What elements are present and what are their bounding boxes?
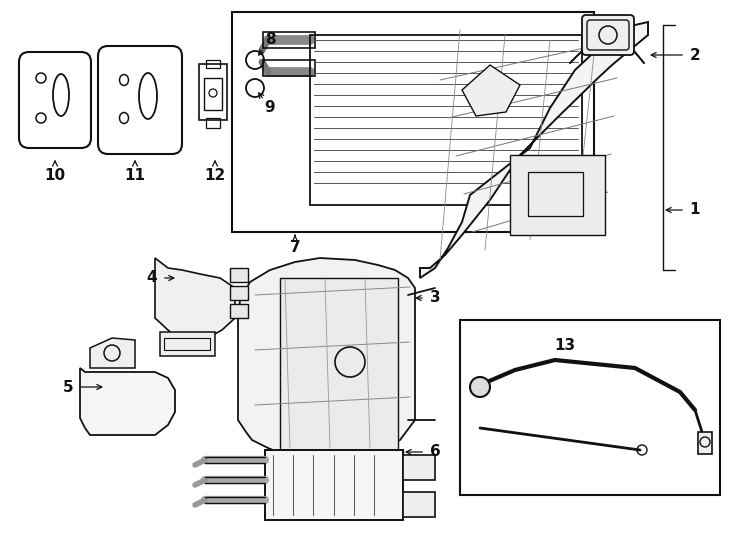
Bar: [263, 60, 315, 76]
FancyBboxPatch shape: [582, 15, 634, 55]
Text: 2: 2: [690, 48, 700, 63]
Bar: [528, 172, 583, 216]
Text: 9: 9: [265, 100, 275, 116]
Bar: [368, 450, 403, 468]
Text: 12: 12: [204, 167, 225, 183]
Bar: [310, 35, 582, 205]
Bar: [460, 320, 720, 495]
Bar: [403, 492, 435, 517]
Bar: [230, 286, 248, 300]
Polygon shape: [80, 368, 175, 435]
Bar: [265, 450, 403, 520]
Polygon shape: [420, 22, 648, 278]
Bar: [206, 60, 220, 68]
Polygon shape: [462, 65, 520, 116]
Bar: [268, 450, 303, 468]
Bar: [204, 78, 222, 110]
Bar: [280, 278, 398, 450]
Bar: [318, 450, 353, 468]
Text: 1: 1: [690, 202, 700, 218]
Bar: [160, 332, 215, 356]
Bar: [403, 455, 435, 480]
Text: 6: 6: [429, 444, 440, 460]
Text: 4: 4: [147, 271, 157, 286]
Polygon shape: [155, 258, 235, 342]
Bar: [230, 304, 248, 318]
Bar: [263, 32, 315, 48]
Polygon shape: [238, 258, 415, 464]
Bar: [698, 432, 712, 454]
Circle shape: [470, 377, 490, 397]
Text: 13: 13: [554, 338, 575, 353]
Text: 3: 3: [429, 291, 440, 306]
Bar: [510, 155, 605, 235]
Text: 5: 5: [62, 380, 73, 395]
Text: 11: 11: [125, 167, 145, 183]
Bar: [206, 118, 220, 128]
Text: 8: 8: [265, 32, 275, 48]
Bar: [232, 12, 594, 232]
Bar: [164, 338, 210, 350]
Text: 7: 7: [290, 240, 300, 255]
Text: 10: 10: [45, 167, 65, 183]
Polygon shape: [90, 338, 135, 368]
Bar: [230, 268, 248, 282]
Bar: [199, 64, 227, 120]
